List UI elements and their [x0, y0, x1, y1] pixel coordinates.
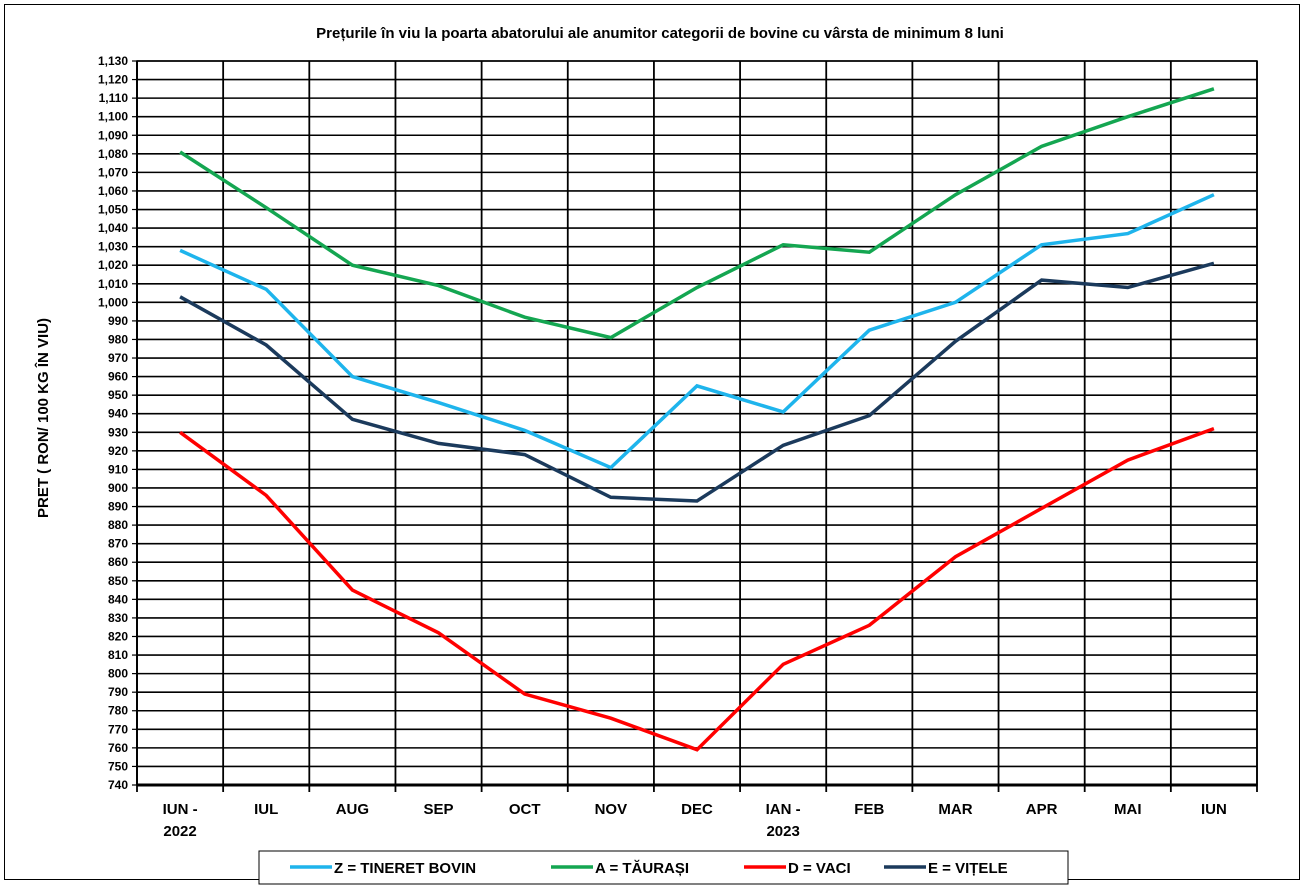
y-tick-label: 1,080 [98, 147, 128, 161]
y-tick-label: 1,100 [98, 110, 128, 124]
chart-title: Prețurile în viu la poarta abatorului al… [316, 25, 1004, 42]
x-tick-label: MAR [938, 801, 972, 818]
y-tick-label: 870 [108, 537, 128, 551]
y-tick-label: 1,090 [98, 128, 128, 142]
y-tick-label: 860 [108, 555, 128, 569]
x-tick-label: IUL [254, 801, 278, 818]
y-tick-label: 920 [108, 444, 128, 458]
y-tick-label: 830 [108, 611, 128, 625]
x-tick-label: NOV [595, 801, 628, 818]
y-tick-label: 950 [108, 388, 128, 402]
legend: Z = TINERET BOVIN A = TĂURAȘI D = VACI E = … [258, 850, 1069, 885]
x-tick-label: SEP [424, 801, 454, 818]
y-tick-label: 740 [108, 778, 128, 792]
x-tick-labels: IUN - 2022 IUL AUG SEP OCT NOV DEC IAN - 2023 FEB M… [163, 801, 1227, 840]
plot-area [136, 60, 1258, 786]
y-tick-label: 1,130 [98, 54, 128, 68]
y-tick-label: 940 [108, 407, 128, 421]
y-tick-label: 750 [108, 759, 128, 773]
y-tick-label: 810 [108, 648, 128, 662]
series-line-2 [179, 426, 1215, 752]
x-tick-label: IUN - [163, 801, 198, 818]
y-tick-label: 780 [108, 704, 128, 718]
legend-label: E = VIȚELE [928, 860, 1008, 877]
series-lines [179, 87, 1215, 752]
y-tick-labels: 740 750 760 770 780 790 800 810 820 830 840 850 860 8… [98, 54, 128, 792]
series-line-3 [179, 261, 1215, 503]
y-tick-label: 1,120 [98, 73, 128, 87]
x-tick-label: AUG [336, 801, 369, 818]
y-tick-label: 760 [108, 741, 128, 755]
y-tick-label: 1,000 [98, 295, 128, 309]
y-tick-label: 1,050 [98, 203, 128, 217]
y-tick-label: 1,110 [99, 91, 129, 105]
x-tick-label: IUN [1201, 801, 1227, 818]
series-line-1 [179, 87, 1215, 340]
y-tick-label: 790 [108, 685, 128, 699]
y-tick-label: 1,010 [98, 277, 128, 291]
y-tick-label: 840 [108, 592, 128, 606]
y-tick-label: 900 [108, 481, 128, 495]
y-tick-label: 880 [108, 518, 128, 532]
axes [132, 60, 1257, 787]
y-tick-label: 990 [108, 314, 128, 328]
y-tick-label: 980 [108, 332, 128, 346]
y-tick-label: 960 [108, 370, 128, 384]
y-tick-label: 1,040 [98, 221, 128, 235]
x-tick-label: MAI [1114, 801, 1142, 818]
x-tick-label: 2023 [766, 823, 799, 840]
y-tick-label: 890 [108, 500, 128, 514]
legend-label: A = TĂURAȘI [595, 860, 689, 877]
x-tick-label: APR [1026, 801, 1058, 818]
legend-label: Z = TINERET BOVIN [334, 860, 476, 877]
series-line-0 [179, 193, 1215, 470]
y-tick-label: 850 [108, 574, 128, 588]
y-tick-label: 910 [108, 462, 128, 476]
grid [136, 60, 1258, 792]
y-tick-label: 1,060 [98, 184, 128, 198]
y-tick-label: 1,030 [98, 240, 128, 254]
y-tick-label: 1,070 [98, 165, 128, 179]
y-tick-label: 800 [108, 667, 128, 681]
x-tick-label: FEB [854, 801, 884, 818]
legend-label: D = VACI [788, 860, 851, 877]
x-tick-label: IAN - [766, 801, 801, 818]
y-tick-label: 930 [108, 425, 128, 439]
y-tick-label: 820 [108, 629, 128, 643]
y-tick-label: 770 [108, 722, 128, 736]
x-tick-label: OCT [509, 801, 541, 818]
legend-box [258, 850, 1069, 885]
y-tick-label: 1,020 [98, 258, 128, 272]
y-tick-label: 970 [108, 351, 128, 365]
y-axis-label: PRET ( RON/ 100 KG ÎN VIU) [34, 318, 52, 518]
x-tick-label: 2022 [163, 823, 196, 840]
x-tick-label: DEC [681, 801, 713, 818]
